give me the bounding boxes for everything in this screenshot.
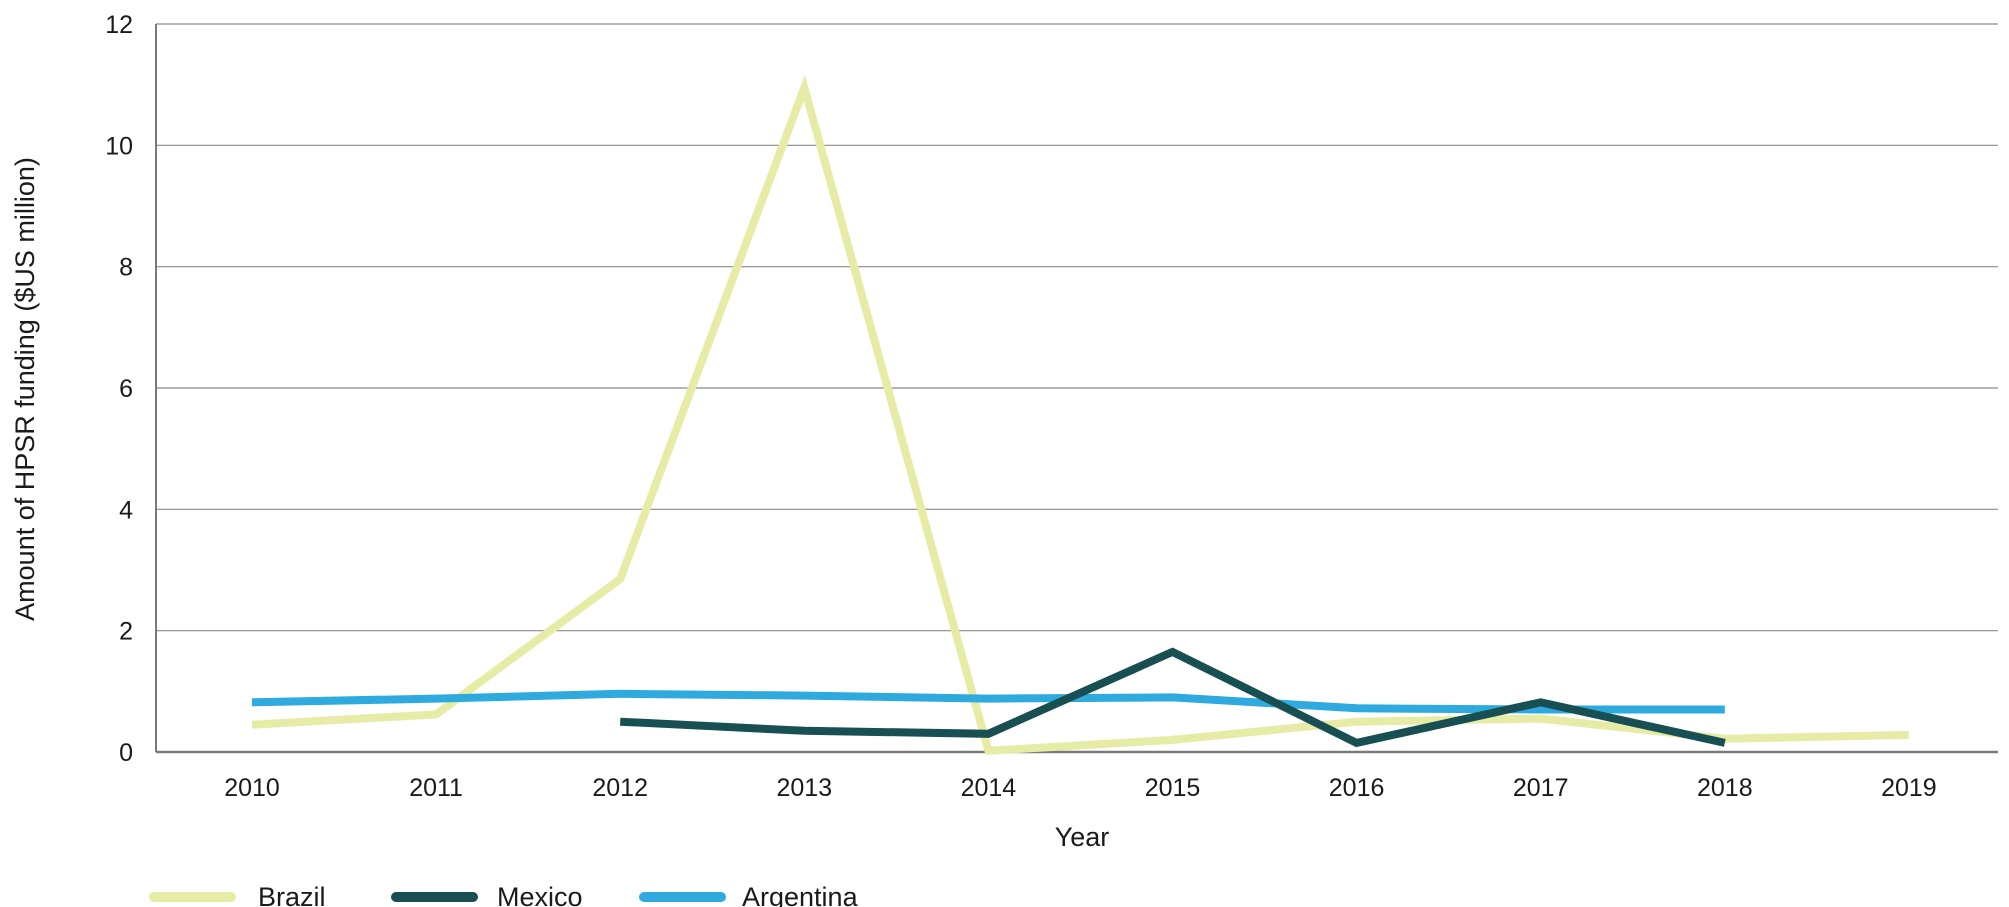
x-tick-label: 2012 <box>592 774 648 802</box>
x-tick-label: 2017 <box>1513 774 1569 802</box>
x-tick-label: 2014 <box>961 774 1017 802</box>
gridlines <box>156 23 1998 632</box>
x-axis-title: Year <box>1055 822 1110 852</box>
legend-label-brazil: Brazil <box>258 882 326 907</box>
y-tick-label: 4 <box>119 496 133 524</box>
y-tick-label: 10 <box>105 132 133 160</box>
x-tick-label: 2011 <box>409 774 463 802</box>
y-tick-label: 0 <box>119 739 133 767</box>
y-tick-label: 8 <box>119 254 133 282</box>
x-axis-ticks: 2010 2011 2012 2013 2014 2015 2016 2017 2018 2019 <box>224 774 1937 802</box>
x-tick-label: 2010 <box>224 774 280 802</box>
x-tick-label: 2016 <box>1329 774 1385 802</box>
legend-label-mexico: Mexico <box>497 882 583 907</box>
x-tick-label: 2015 <box>1145 774 1201 802</box>
y-tick-label: 12 <box>105 11 133 39</box>
y-axis-ticks: 0 2 4 6 8 10 12 <box>105 11 133 767</box>
series-line-brazil <box>251 74 1909 755</box>
y-tick-label: 2 <box>119 618 133 646</box>
y-axis-title: Amount of HPSR funding ($US million) <box>10 157 40 621</box>
x-tick-label: 2013 <box>776 774 832 802</box>
x-tick-label: 2019 <box>1881 774 1937 802</box>
y-tick-label: 6 <box>119 375 133 403</box>
legend: Brazil Mexico Argentina <box>149 882 859 907</box>
x-tick-label: 2018 <box>1697 774 1753 802</box>
axes <box>155 24 1998 754</box>
series-lines <box>251 74 1909 755</box>
legend-label-argentina: Argentina <box>742 882 859 907</box>
